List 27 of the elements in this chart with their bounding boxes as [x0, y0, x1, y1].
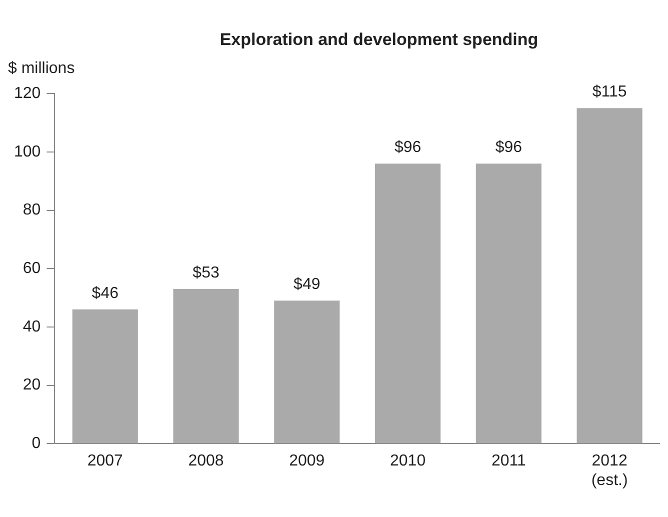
- bar: [173, 289, 239, 444]
- y-tick-label: 0: [32, 435, 41, 452]
- bar: [375, 164, 441, 444]
- chart-title: Exploration and development spending: [218, 30, 540, 50]
- y-tick-label: 40: [22, 318, 41, 336]
- data-label: $115: [592, 84, 627, 101]
- y-tick-label: 100: [14, 143, 41, 160]
- data-label: $53: [192, 264, 220, 282]
- y-tick-label: 120: [14, 85, 41, 102]
- bar: [72, 309, 138, 444]
- bar: [274, 300, 340, 444]
- x-tick-label: 2011: [491, 452, 526, 470]
- x-tick-label: 2010: [390, 452, 426, 470]
- bar: [476, 164, 542, 444]
- x-tick-label: 2012 (est.): [591, 452, 628, 489]
- data-label: $96: [394, 139, 422, 156]
- data-label: $49: [294, 276, 320, 294]
- bar: [576, 108, 642, 444]
- x-tick-label: 2009: [289, 452, 325, 470]
- y-tick-label: 60: [22, 260, 41, 278]
- data-label: $96: [495, 139, 522, 156]
- x-tick-label: 2007: [87, 452, 124, 470]
- data-label: $46: [92, 284, 119, 302]
- x-tick-label: 2008: [188, 452, 224, 470]
- y-tick-label: 20: [22, 376, 41, 394]
- y-axis-title: $ millions: [8, 60, 76, 78]
- y-tick-label: 80: [22, 202, 41, 219]
